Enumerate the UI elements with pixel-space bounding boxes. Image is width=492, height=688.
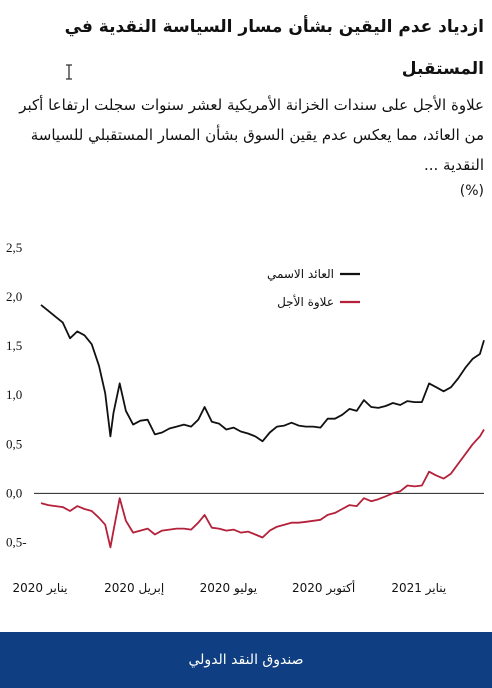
x-tick-label: يوليو 2020	[200, 581, 257, 596]
y-tick-label: 1,5	[6, 338, 22, 353]
chart-header: ازدياد عدم اليقين بشأن مسار السياسة النق…	[0, 0, 492, 202]
y-tick-label: 1,0	[6, 387, 22, 402]
x-tick-label: إبريل 2020	[104, 581, 164, 596]
y-tick-label: 0,5	[6, 436, 22, 451]
y-tick-label: 0,5-	[6, 534, 27, 549]
x-tick-label: يناير 2021	[391, 581, 446, 596]
text-cursor-icon	[66, 64, 72, 80]
y-tick-label: 2,0	[6, 289, 22, 304]
x-tick-label: يناير 2020	[13, 581, 68, 596]
chart-title: ازدياد عدم اليقين بشأن مسار السياسة النق…	[64, 17, 484, 79]
footer-label: صندوق النقد الدولي	[188, 652, 304, 668]
chart-subtitle: علاوة الأجل على سندات الخزانة الأمريكية …	[19, 96, 484, 174]
x-tick-label: أكتوبر 2020	[292, 580, 355, 596]
y-tick-label: 2,5	[6, 240, 22, 255]
footer-bar: صندوق النقد الدولي	[0, 632, 492, 688]
series-line-1	[40, 304, 485, 443]
y-tick-label: 0,0	[6, 485, 22, 500]
chart-area: 2,5 2,0 1,5 1,0 0,5 0,0 0,5- يناير 2020 إبريل 20…	[6, 240, 485, 596]
legend-label-1: العائد الاسمي	[267, 267, 334, 281]
unit-label: (%)	[459, 183, 484, 199]
series-line-2	[40, 429, 485, 549]
legend-label-2: علاوة الأجل	[277, 294, 334, 310]
